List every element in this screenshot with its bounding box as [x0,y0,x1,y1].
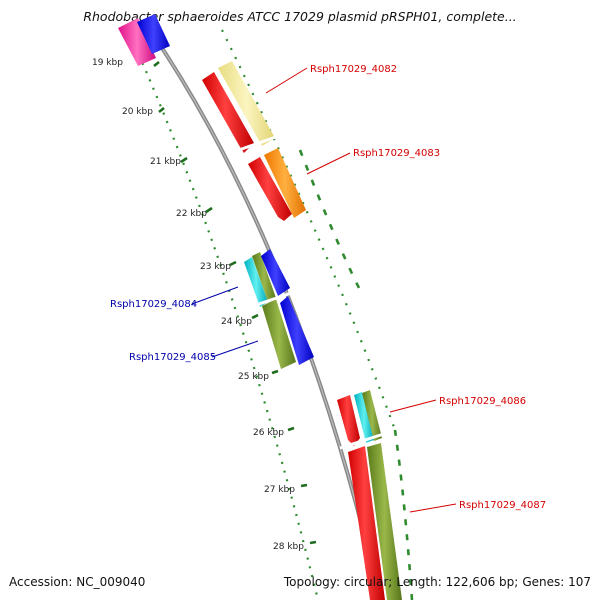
accession-value: NC_009040 [76,575,146,589]
gene-labels: Rsph17029_4082 Rsph17029_4083 Rsph17029_… [110,64,546,511]
accession-label: Accession: [9,575,73,589]
tick-label-24kbp: 24 kbp [221,317,252,327]
gene-rsph17029-4085[interactable] [262,296,314,369]
map-title: Rhodobacter sphaeroides ATCC 17029 plasm… [83,9,517,24]
tick-label-28kbp: 28 kbp [273,542,304,552]
tick-label-20kbp: 20 kbp [122,107,153,117]
tick-label-26kbp: 26 kbp [253,428,284,438]
gene-rsph17029-4082[interactable] [202,61,275,153]
gene-label-4085: Rsph17029_4085 [129,352,216,363]
tick-label-21kbp: 21 kbp [150,157,181,167]
gene-label-4083: Rsph17029_4083 [353,148,440,159]
gc-track-outer [221,29,414,600]
label-leaders [191,67,457,513]
gene-label-4082: Rsph17029_4082 [310,64,397,75]
tick-label-27kbp: 27 kbp [264,485,295,495]
topology-text: Topology: circular; [283,575,393,589]
tick-labels: 19 kbp 20 kbp 21 kbp 22 kbp 23 kbp 24 kb… [92,58,304,552]
gene-label-4086: Rsph17029_4086 [439,396,526,407]
tick-label-22kbp: 22 kbp [176,209,207,219]
gene-label-4087: Rsph17029_4087 [459,500,546,511]
gene-rsph17029-4086[interactable] [337,390,382,446]
accession-info: Accession: NC_009040 [9,575,145,589]
gene-partial-top [118,14,170,66]
genes-count-text: Genes: 107 [522,575,591,589]
gene-rsph17029-4087[interactable] [348,443,402,600]
tick-marks [153,60,317,545]
gene-label-4084: Rsph17029_4084 [110,299,197,310]
gene-rsph17029-4083[interactable] [248,148,306,221]
tick-label-19kbp: 19 kbp [92,58,123,68]
tick-label-23kbp: 23 kbp [200,262,231,272]
genome-stats: Topology: circular; Length: 122,606 bp; Ge… [284,575,591,589]
length-text: Length: 122,606 bp; [396,575,519,589]
gene-rsph17029-4084[interactable] [244,249,290,307]
tick-label-25kbp: 25 kbp [238,372,269,382]
